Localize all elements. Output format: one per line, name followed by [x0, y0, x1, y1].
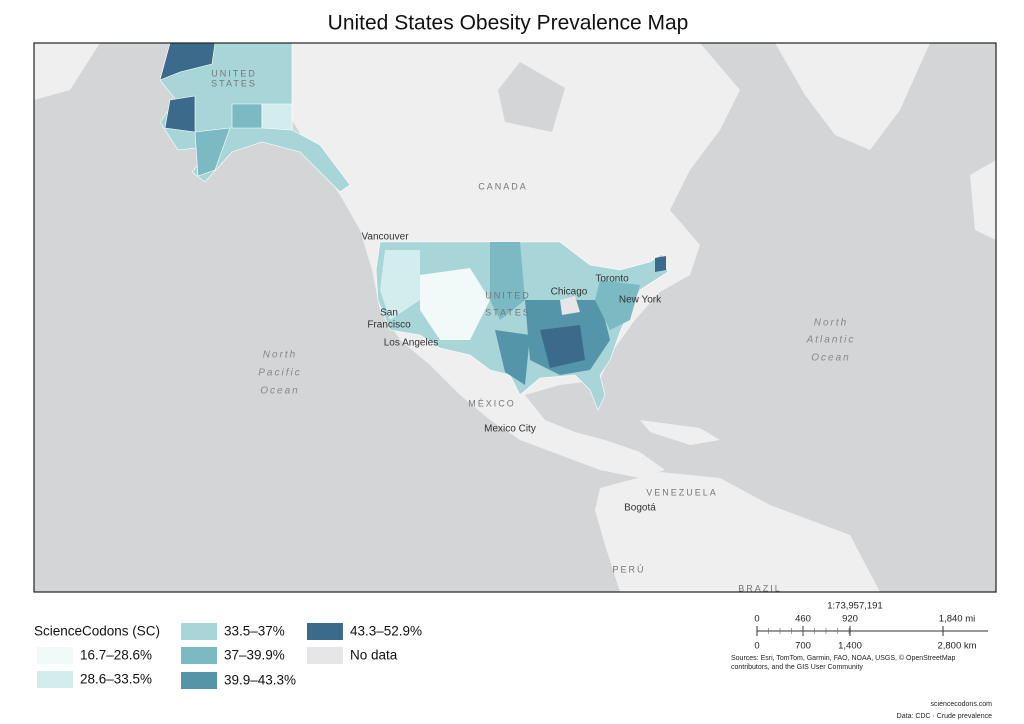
- map-label: UNITED: [485, 290, 531, 300]
- map-label: Pacific: [258, 368, 301, 379]
- legend-title: ScienceCodons (SC): [34, 624, 160, 639]
- scale-mi-label: 920: [842, 614, 858, 625]
- region: [560, 296, 580, 315]
- sources: Sources: Esri, TomTom, Garmin, FAO, NOAA…: [731, 654, 956, 662]
- legend-swatch: [37, 671, 73, 688]
- legend-swatch: [37, 647, 73, 664]
- map-label: San: [380, 308, 398, 319]
- legend-label: 28.6–33.5%: [80, 672, 152, 687]
- scale-mi-label: 460: [795, 614, 811, 625]
- region: [490, 242, 525, 320]
- map-label: STATES: [485, 307, 531, 317]
- scale-km-label: 2,800 km: [937, 641, 976, 652]
- scale-mi-label: 0: [754, 614, 759, 625]
- legend-swatch: [181, 647, 217, 664]
- map-label: STATES: [211, 78, 257, 88]
- region: [655, 256, 666, 272]
- scale-km-label: 1,400: [838, 641, 862, 652]
- legend-label: 33.5–37%: [224, 624, 285, 639]
- map-label: Francisco: [367, 320, 411, 331]
- footer-data: Data: CDC · Crude prevalence: [897, 713, 992, 720]
- footer-site: sciencecodons.com: [931, 701, 993, 708]
- region: [540, 325, 585, 368]
- legend: ScienceCodons (SC) 16.7–28.6% 28.6–33.5% 3…: [34, 623, 422, 689]
- map-frame: [33, 42, 997, 593]
- legend-swatch: [307, 647, 343, 664]
- legend-swatch: [181, 672, 217, 689]
- map-label: Toronto: [595, 274, 629, 285]
- map-label: Atlantic: [806, 335, 856, 346]
- scale-km-label: 0: [754, 641, 759, 652]
- map-label: New York: [619, 295, 662, 306]
- alaska-region: [261, 103, 293, 131]
- scale-km-label: 700: [795, 641, 811, 652]
- prevalence-regions: [159, 43, 669, 411]
- legend-swatch: [307, 623, 343, 640]
- map-label: MÉXICO: [468, 398, 516, 408]
- alaska-region: [194, 127, 231, 177]
- map-label: Bogotá: [624, 503, 656, 514]
- alaska-region: [231, 103, 263, 129]
- alaska-region: [164, 95, 196, 133]
- scale-bar: 1:73,957,191 0 460 920 1,840 mi 0 700 1,400 2,8…: [731, 601, 988, 671]
- legend-swatch: [181, 623, 217, 640]
- title: United States Obesity Prevalence Map: [328, 12, 689, 35]
- region: [380, 250, 420, 320]
- alaska-region: [159, 43, 216, 81]
- region: [495, 330, 530, 385]
- map-label: PERÚ: [612, 564, 645, 574]
- scale-ticks: 0 460 920 1,840 mi 0 700 1,400 2,800 km: [754, 614, 976, 652]
- legend-label: No data: [350, 648, 398, 663]
- scale-ratio: 1:73,957,191: [827, 601, 882, 612]
- region: [595, 280, 640, 330]
- scale-mi-label: 1,840 mi: [939, 614, 975, 625]
- south-america: [595, 472, 880, 592]
- caribbean: [640, 420, 720, 445]
- legend-label: 37–39.9%: [224, 648, 285, 663]
- map-label: CANADA: [478, 181, 528, 191]
- map-label: Mexico City: [484, 424, 536, 435]
- map-label: North: [263, 350, 297, 361]
- legend-label: 39.9–43.3%: [224, 673, 296, 688]
- map-label: North: [814, 318, 848, 329]
- map: CANADA UNITED STATES Vancouver Toronto C…: [33, 42, 997, 593]
- map-label: Ocean: [811, 353, 850, 364]
- region: [420, 268, 490, 340]
- map-label: Ocean: [260, 386, 299, 397]
- asia: [34, 43, 100, 100]
- map-label: UNITED: [211, 68, 257, 78]
- map-label: VENEZUELA: [646, 487, 718, 497]
- greenland: [775, 43, 930, 150]
- map-label: Chicago: [551, 287, 588, 298]
- legend-label: 16.7–28.6%: [80, 648, 152, 663]
- sources: contributors, and the GIS User Community: [731, 664, 863, 671]
- map-label: Vancouver: [361, 232, 409, 243]
- legend-label: 43.3–52.9%: [350, 624, 422, 639]
- europe: [970, 160, 996, 240]
- map-label: Los Angeles: [384, 338, 439, 349]
- map-label: BRAZIL: [738, 583, 782, 593]
- hudson-bay: [498, 62, 565, 132]
